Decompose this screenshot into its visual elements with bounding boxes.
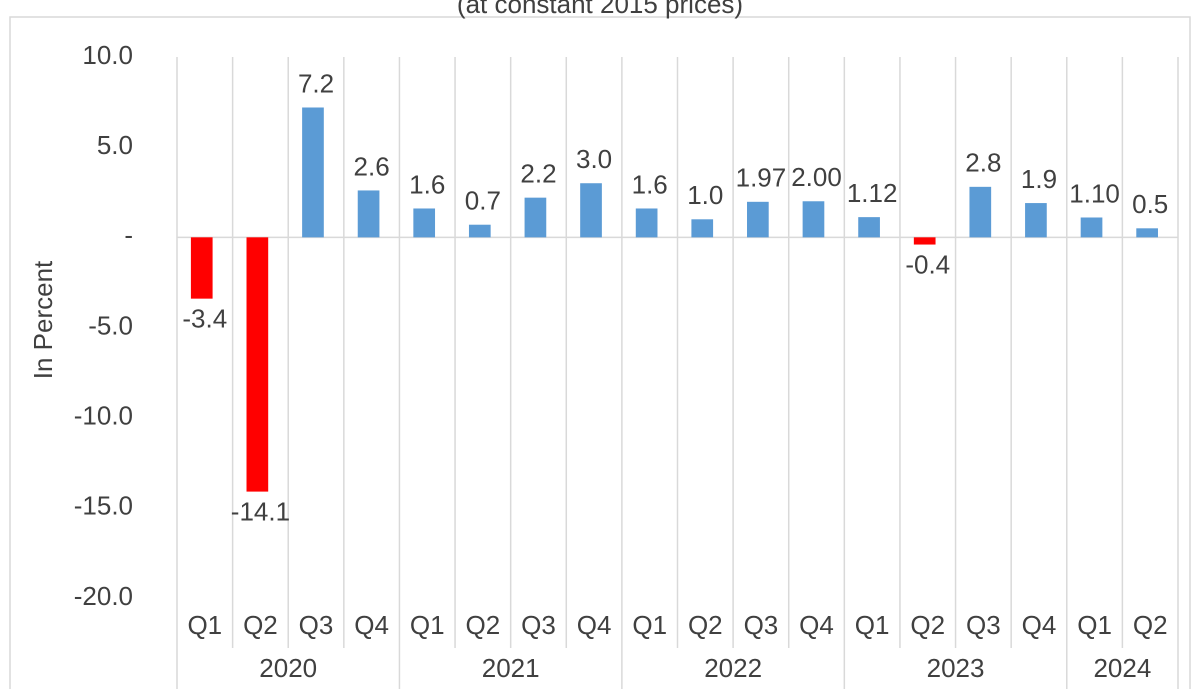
x-tick-label: Q3: [521, 610, 556, 640]
chart-frame: [9, 16, 1191, 689]
value-label: 1.0: [687, 180, 723, 210]
bar: [691, 219, 714, 238]
group-label: 2024: [1093, 653, 1151, 683]
y-tick-label: -15.0: [74, 491, 133, 521]
y-tick-label: 5.0: [97, 130, 133, 160]
bar: [580, 183, 602, 238]
group-label: 2022: [704, 653, 762, 683]
value-label: 2.6: [354, 151, 390, 181]
value-label: -3.4: [182, 304, 227, 334]
x-tick-label: Q2: [466, 610, 501, 640]
x-tick-label: Q4: [1022, 610, 1057, 640]
value-label: 0.5: [1132, 189, 1168, 219]
group-label: 2020: [259, 653, 317, 683]
value-label: 1.12: [847, 178, 898, 208]
y-tick-label: -20.0: [74, 581, 133, 611]
x-tick-label: Q4: [799, 610, 834, 640]
x-tick-label: Q3: [966, 610, 1001, 640]
x-tick-label: Q1: [410, 610, 445, 640]
bar: [1080, 217, 1103, 238]
y-tick-label: -10.0: [74, 401, 133, 431]
bar: [1136, 228, 1158, 238]
x-tick-label: Q3: [299, 610, 334, 640]
bar: [858, 217, 880, 238]
value-label: 0.7: [465, 186, 501, 216]
x-tick-label: Q2: [243, 610, 278, 640]
bar: [190, 237, 213, 299]
bar: [302, 107, 324, 238]
value-label: 2.8: [965, 148, 1001, 178]
x-tick-label: Q3: [744, 610, 779, 640]
value-label: 1.6: [409, 169, 445, 199]
bar: [468, 224, 491, 238]
value-label: 2.2: [520, 159, 556, 189]
value-label: 1.9: [1021, 164, 1057, 194]
bar: [913, 237, 936, 245]
bar: [246, 237, 269, 492]
value-label: -0.4: [905, 249, 950, 279]
y-tick-label: -5.0: [88, 310, 133, 340]
bar: [802, 201, 825, 238]
bar: [1025, 203, 1047, 238]
x-tick-label: Q4: [577, 610, 612, 640]
value-label: 2.00: [791, 162, 842, 192]
value-label: 1.97: [736, 163, 787, 193]
bar: [635, 208, 658, 238]
bar: [524, 197, 547, 238]
x-tick-label: Q1: [855, 610, 890, 640]
x-tick-label: Q1: [187, 610, 222, 640]
x-tick-label: Q1: [1077, 610, 1112, 640]
value-label: 1.10: [1069, 178, 1120, 208]
y-axis-label: In Percent: [28, 260, 58, 379]
chart-subtitle: (at constant 2015 prices): [457, 0, 743, 19]
group-label: 2021: [482, 653, 540, 683]
value-label: 3.0: [576, 144, 612, 174]
bar: [969, 186, 992, 238]
bar: [357, 190, 380, 238]
value-label: -14.1: [231, 496, 290, 526]
x-tick-label: Q2: [910, 610, 945, 640]
bar: [747, 201, 769, 238]
x-tick-label: Q2: [1133, 610, 1168, 640]
x-tick-label: Q2: [688, 610, 723, 640]
bar: [413, 208, 436, 238]
value-label: 7.2: [298, 68, 334, 98]
y-tick-label: 10.0: [82, 40, 133, 70]
group-label: 2023: [927, 653, 985, 683]
y-tick-label: -: [124, 220, 133, 250]
value-label: 1.6: [632, 169, 668, 199]
x-tick-label: Q4: [354, 610, 389, 640]
x-tick-label: Q1: [632, 610, 667, 640]
